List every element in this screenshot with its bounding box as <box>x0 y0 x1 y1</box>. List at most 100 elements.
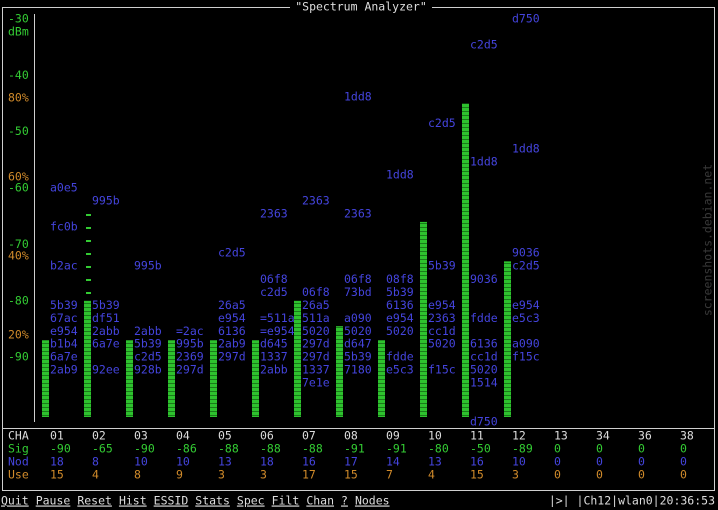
channel-name: 34 <box>596 429 610 443</box>
signal-bar <box>126 340 133 417</box>
row-label: Use <box>8 468 29 482</box>
menu-item[interactable]: Pause <box>36 494 71 508</box>
network-label: 9036 <box>470 272 498 286</box>
network-label: cc1d <box>470 350 498 364</box>
channel-nod: 13 <box>428 455 442 469</box>
channel-sig: -90 <box>50 442 71 456</box>
menu-item[interactable]: Reset <box>77 494 112 508</box>
network-label: 297d <box>176 363 204 377</box>
channel-nod: 8 <box>92 455 99 469</box>
menu-item[interactable]: Nodes <box>355 494 390 508</box>
channel-sig: -50 <box>470 442 491 456</box>
network-label: 1337 <box>260 350 288 364</box>
channel-sig: -89 <box>512 442 533 456</box>
channel-nod: 18 <box>50 455 64 469</box>
channel-nod: 0 <box>596 455 603 469</box>
network-label: e954 <box>386 311 414 325</box>
network-label: 297d <box>302 350 330 364</box>
y-tick-label: -90 <box>8 350 29 364</box>
signal-bar <box>84 300 91 417</box>
network-label: 5020 <box>470 363 498 377</box>
channel-use: 3 <box>260 468 267 482</box>
y-unit: dBm <box>8 25 29 39</box>
network-label: 1dd8 <box>470 155 498 169</box>
signal-bar <box>504 261 511 417</box>
network-label: 2ab9 <box>50 363 78 377</box>
network-label: e954 <box>218 311 246 325</box>
menu-item[interactable]: Chan <box>306 494 334 508</box>
channel-nod: 13 <box>218 455 232 469</box>
network-label: 2abb <box>134 324 162 338</box>
network-label: 1514 <box>470 376 498 390</box>
network-label: e5c3 <box>386 363 414 377</box>
network-label: b2ac <box>50 258 78 272</box>
channel-name: 01 <box>50 429 64 443</box>
network-label: 297d <box>302 337 330 351</box>
network-label: 92ee <box>92 363 120 377</box>
channel-nod: 0 <box>680 455 687 469</box>
channel-use: 3 <box>512 468 519 482</box>
network-label: 1dd8 <box>386 168 414 182</box>
channel-name: 36 <box>638 429 652 443</box>
channel-nod: 0 <box>554 455 561 469</box>
menu-item[interactable]: ESSID <box>154 494 189 508</box>
network-label: c2d5 <box>260 285 288 299</box>
menu-item[interactable]: Hist <box>119 494 147 508</box>
watermark: screenshots.debian.net <box>701 164 715 316</box>
signal-bar <box>210 340 217 417</box>
network-label: 26a5 <box>302 298 330 312</box>
channel-name: 08 <box>344 429 358 443</box>
channel-name: 09 <box>386 429 400 443</box>
channel-name: 03 <box>134 429 148 443</box>
channel-name: 02 <box>92 429 106 443</box>
channel-nod: 16 <box>302 455 316 469</box>
network-label: 5b39 <box>344 350 372 364</box>
network-label: 08f8 <box>386 272 414 286</box>
menu-item[interactable]: ? <box>341 494 348 508</box>
menu-item[interactable]: Stats <box>195 494 230 508</box>
signal-bar <box>378 340 385 417</box>
signal-bar <box>42 340 49 417</box>
channel-nod: 14 <box>386 455 400 469</box>
network-label: =e954 <box>260 324 295 338</box>
network-label: 6136 <box>218 324 246 338</box>
signal-bar <box>168 340 175 417</box>
network-label: 928b <box>134 363 162 377</box>
network-label: 2abb <box>92 324 120 338</box>
y2-tick-label: 40% <box>8 249 29 263</box>
channel-name: 07 <box>302 429 316 443</box>
ch02-peak-markers <box>86 214 91 294</box>
menu-item[interactable]: Spec <box>237 494 265 508</box>
title: "Spectrum Analyzer" <box>295 0 427 14</box>
channel-sig: -91 <box>344 442 365 456</box>
network-label: 5b39 <box>50 298 78 312</box>
network-label: e954 <box>50 324 78 338</box>
network-label: 67ac <box>50 311 78 325</box>
network-label: 5020 <box>386 324 414 338</box>
network-label: e954 <box>512 298 540 312</box>
window-frame <box>2 7 715 491</box>
channel-nod: 10 <box>512 455 526 469</box>
channel-name: 10 <box>428 429 442 443</box>
network-label: 2369 <box>176 350 204 364</box>
y-tick-label: -70 <box>8 237 29 251</box>
network-label: c2d5 <box>134 350 162 364</box>
channel-sig: -91 <box>386 442 407 456</box>
network-label: 1dd8 <box>512 142 540 156</box>
network-label: =2ac <box>176 324 204 338</box>
network-label: d645 <box>260 337 288 351</box>
network-label: 995b <box>176 337 204 351</box>
channel-nod: 10 <box>134 455 148 469</box>
network-label: f15c <box>512 350 540 364</box>
y-tick-label: -40 <box>8 68 29 82</box>
menu-item[interactable]: Filt <box>272 494 300 508</box>
channel-use: 0 <box>638 468 645 482</box>
network-label: 2363 <box>260 207 288 221</box>
network-label: 5020 <box>302 324 330 338</box>
channel-use: 0 <box>596 468 603 482</box>
network-label: d750 <box>470 415 498 429</box>
menu-item[interactable]: Quit <box>1 494 29 508</box>
network-label: 5b39 <box>134 337 162 351</box>
network-label: 995b <box>92 194 120 208</box>
